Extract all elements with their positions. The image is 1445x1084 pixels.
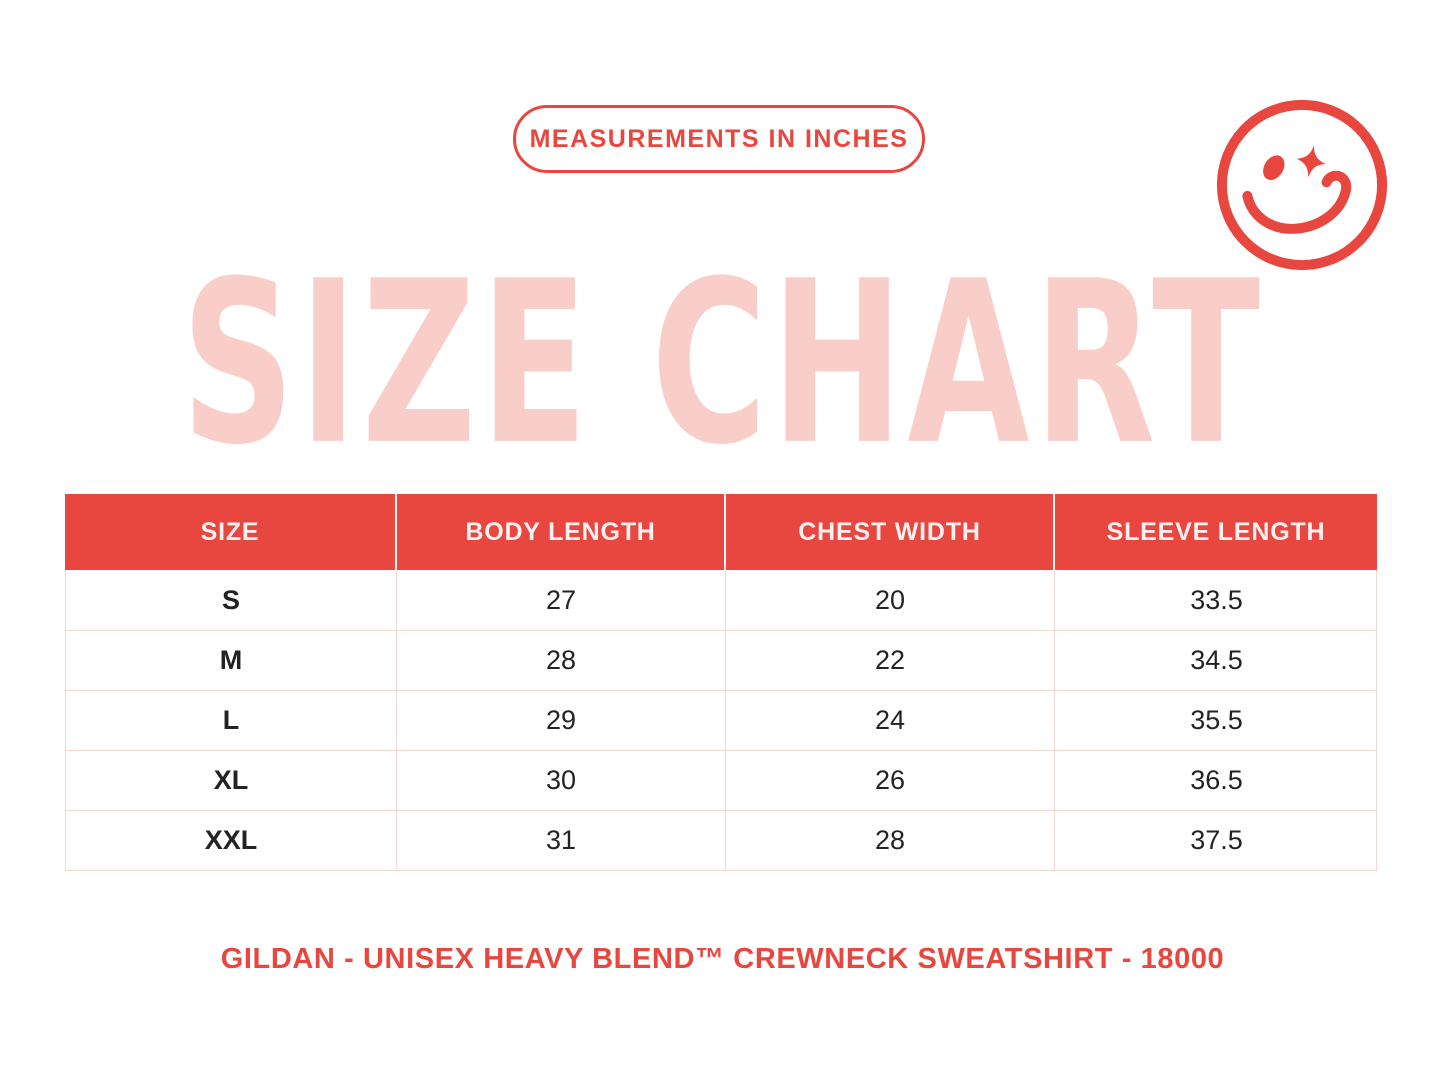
column-header-size: SIZE	[200, 517, 260, 546]
size-table: SIZE BODY LENGTH CHEST WIDTH SLEEVE LENG…	[65, 494, 1377, 871]
chest-width-value: 22	[725, 631, 1054, 690]
body-length-value: 29	[396, 691, 725, 750]
product-caption: GILDAN - UNISEX HEAVY BLEND™ CREWNECK SW…	[220, 943, 1225, 975]
table-row-xxl: XXL 31 28 37.5	[66, 810, 1376, 870]
size-table-header-row: SIZE BODY LENGTH CHEST WIDTH SLEEVE LENG…	[65, 494, 1377, 570]
page-title: SIZE CHART	[181, 233, 1264, 495]
table-row-m: M 28 22 34.5	[66, 630, 1376, 690]
chest-width-value: 26	[725, 751, 1054, 810]
size-value: XL	[213, 765, 249, 795]
body-length-value: 28	[396, 631, 725, 690]
body-length-value: 30	[396, 751, 725, 810]
size-value: M	[219, 645, 243, 675]
body-length-value: 31	[396, 811, 725, 870]
chest-width-value: 24	[725, 691, 1054, 750]
sleeve-length-value: 36.5	[1054, 751, 1378, 810]
measurements-units-label: MEASUREMENTS IN INCHES	[529, 124, 909, 153]
size-value: S	[221, 584, 240, 615]
chest-width-value: 28	[725, 811, 1054, 870]
size-table-body: S 27 20 33.5 M 28 22 34.5 L 29 24 35.5 X…	[65, 570, 1377, 871]
table-row-xl: XL 30 26 36.5	[66, 750, 1376, 810]
winking-smiley-icon	[1211, 94, 1393, 276]
chest-width-value: 20	[725, 570, 1054, 630]
column-header-chest-width: CHEST WIDTH	[724, 494, 1053, 570]
body-length-value: 27	[396, 570, 725, 630]
size-value: XXL	[204, 825, 258, 855]
column-header-sleeve-length: SLEEVE LENGTH	[1053, 494, 1377, 570]
sleeve-length-value: 34.5	[1054, 631, 1378, 690]
size-value: L	[222, 705, 240, 735]
sleeve-length-value: 37.5	[1054, 811, 1378, 870]
column-header-body-length: BODY LENGTH	[395, 494, 724, 570]
table-row-l: L 29 24 35.5	[66, 690, 1376, 750]
table-row-s: S 27 20 33.5	[66, 570, 1376, 630]
measurements-units-badge: MEASUREMENTS IN INCHES	[513, 105, 925, 173]
sleeve-length-value: 33.5	[1054, 570, 1378, 630]
sleeve-length-value: 35.5	[1054, 691, 1378, 750]
